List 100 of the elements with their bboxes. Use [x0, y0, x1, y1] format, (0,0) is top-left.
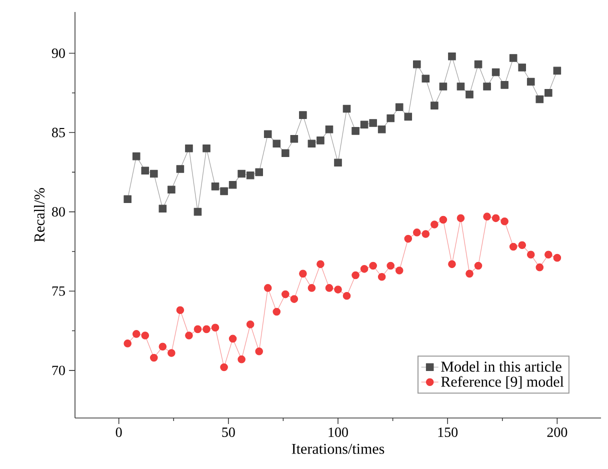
point: [553, 66, 562, 75]
point: [474, 262, 482, 270]
point: [176, 306, 184, 314]
point: [220, 187, 228, 196]
x-tick-label: 100: [328, 428, 348, 437]
point: [509, 54, 518, 62]
point: [518, 241, 526, 250]
y-tick-label: 90: [52, 48, 65, 58]
x-tick-label: 150: [438, 428, 458, 437]
point: [150, 354, 158, 362]
point: [395, 103, 404, 112]
point: [466, 90, 474, 98]
legend-label: Model in this article: [441, 361, 562, 372]
point: [492, 214, 500, 222]
point: [168, 349, 176, 357]
point: [255, 347, 263, 356]
point: [290, 295, 298, 303]
point: [185, 332, 193, 340]
x-axis-title: Iterations/times: [292, 444, 384, 454]
point: [334, 158, 342, 167]
point: [422, 230, 430, 238]
point: [492, 68, 500, 76]
point: [352, 271, 360, 280]
point: [124, 195, 132, 204]
point: [430, 102, 438, 110]
point: [228, 334, 237, 343]
point: [448, 260, 456, 268]
point: [518, 64, 526, 72]
x-tick-label: 0: [116, 428, 122, 437]
point: [124, 340, 132, 348]
point: [526, 78, 535, 86]
point: [299, 270, 307, 278]
point: [544, 88, 552, 97]
point: [404, 112, 412, 121]
point: [456, 214, 465, 222]
point: [141, 166, 150, 174]
point: [158, 342, 167, 351]
point: [500, 81, 508, 89]
point: [544, 250, 552, 259]
point: [360, 120, 368, 128]
point: [299, 111, 307, 119]
point: [325, 125, 334, 134]
y-tick-label: 85: [52, 128, 65, 138]
point: [194, 208, 202, 216]
point: [526, 250, 535, 259]
point: [246, 320, 254, 328]
point: [439, 82, 448, 90]
point: [282, 290, 290, 298]
point: [316, 260, 324, 268]
point: [168, 186, 176, 194]
point: [308, 284, 316, 292]
point: [342, 292, 351, 300]
point: [456, 82, 465, 90]
point: [211, 182, 220, 190]
point: [185, 144, 193, 152]
point: [290, 134, 298, 143]
point: [272, 140, 281, 148]
point: [211, 324, 220, 332]
point: [228, 180, 237, 189]
point: [386, 114, 394, 122]
point: [316, 136, 324, 144]
point: [238, 355, 246, 364]
point: [536, 263, 544, 272]
point: [342, 104, 351, 113]
point: [360, 265, 368, 273]
point: [238, 170, 246, 178]
point: [220, 363, 228, 372]
point: [150, 170, 158, 178]
point: [264, 284, 272, 292]
point: [272, 308, 281, 316]
point: [352, 127, 360, 135]
point: [246, 171, 254, 180]
point: [141, 332, 150, 340]
y-tick-label: 75: [52, 286, 65, 296]
point: [413, 60, 421, 68]
point: [282, 149, 290, 158]
point: [369, 262, 377, 270]
point: [422, 74, 430, 83]
legend-label: Reference [9] model: [441, 376, 564, 389]
point: [474, 60, 482, 68]
point: [264, 130, 272, 138]
point: [194, 325, 202, 334]
point: [483, 82, 491, 90]
point: [553, 254, 562, 262]
point: [448, 52, 456, 60]
x-tick-label: 200: [547, 428, 568, 437]
point: [439, 216, 448, 224]
point: [334, 286, 342, 294]
y-tick-label: 80: [52, 207, 65, 217]
point: [413, 228, 421, 236]
point: [404, 234, 412, 243]
point: [500, 217, 508, 226]
point: [378, 125, 386, 134]
point: [395, 266, 404, 274]
point: [202, 325, 210, 334]
point: [369, 119, 377, 127]
point: [378, 272, 386, 281]
point: [430, 220, 438, 228]
point: [466, 270, 474, 278]
point: [483, 212, 491, 220]
